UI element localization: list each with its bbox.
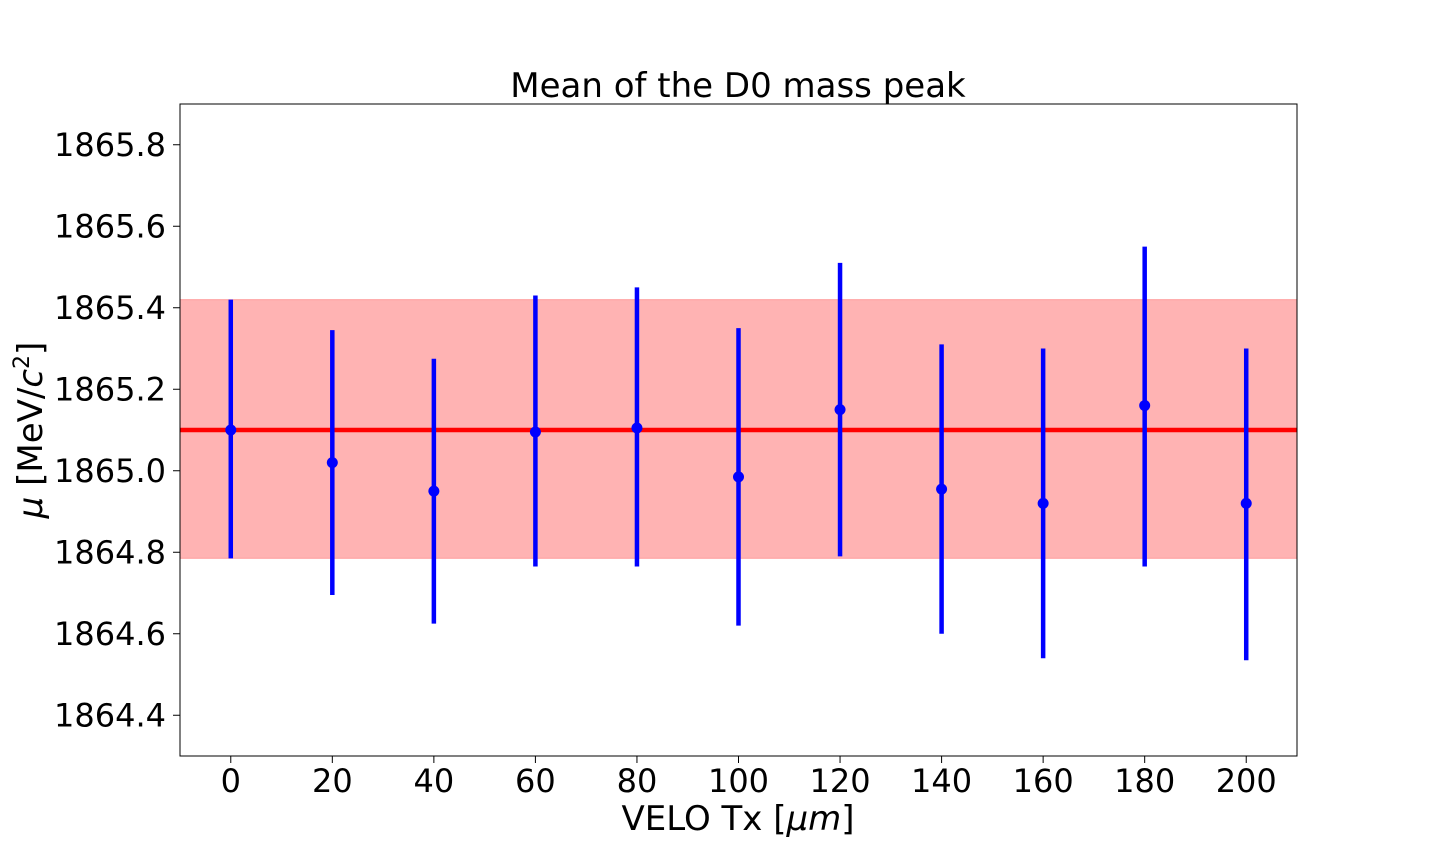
x-tick-label: 40: [414, 762, 455, 800]
x-tick-label: 140: [911, 762, 972, 800]
y-tick-label: 1864.4: [54, 696, 166, 734]
data-point: [834, 404, 846, 416]
y-axis-label-close: ]: [11, 342, 51, 355]
y-tick-label: 1865.8: [54, 126, 166, 164]
x-tick-label: 160: [1013, 762, 1074, 800]
x-axis-label-text: VELO Tx [: [621, 799, 786, 839]
y-tick-label: 1865.0: [54, 452, 166, 490]
y-tick-label: 1865.4: [54, 289, 166, 327]
y-axis-label-exp: 2: [10, 355, 35, 369]
y-tick-label: 1864.6: [54, 615, 166, 653]
data-point: [631, 422, 643, 434]
x-tick-label: 100: [708, 762, 769, 800]
data-point: [1240, 497, 1252, 509]
data-point: [428, 485, 440, 497]
y-tick-label: 1864.8: [54, 533, 166, 571]
y-tick-label: 1865.6: [54, 207, 166, 245]
data-point: [326, 457, 338, 469]
y-axis-label-text: [MeV/: [11, 387, 51, 497]
data-point: [1139, 400, 1151, 412]
x-axis-label-unit: μm: [785, 799, 841, 839]
x-tick-label: 180: [1114, 762, 1175, 800]
x-tick-label: 200: [1216, 762, 1277, 800]
x-axis-label: VELO Tx [μm]: [621, 799, 854, 839]
data-point: [1037, 497, 1049, 509]
x-tick-label: 20: [312, 762, 353, 800]
chart-title: Mean of the D0 mass peak: [510, 66, 966, 106]
data-point: [225, 424, 237, 436]
x-tick-label: 80: [617, 762, 658, 800]
data-point: [529, 426, 541, 438]
x-tick-label: 0: [221, 762, 241, 800]
data-point: [733, 471, 744, 483]
x-axis-label-close: ]: [841, 799, 854, 839]
y-axis-label-symbol: μ: [11, 497, 51, 520]
y-tick-label: 1865.2: [54, 370, 166, 408]
x-tick-label: 120: [810, 762, 871, 800]
y-axis-label-c: c: [11, 369, 51, 388]
data-point: [936, 483, 948, 495]
x-tick-label: 60: [515, 762, 556, 800]
y-axis-label: μ [MeV/c2]: [10, 342, 51, 520]
